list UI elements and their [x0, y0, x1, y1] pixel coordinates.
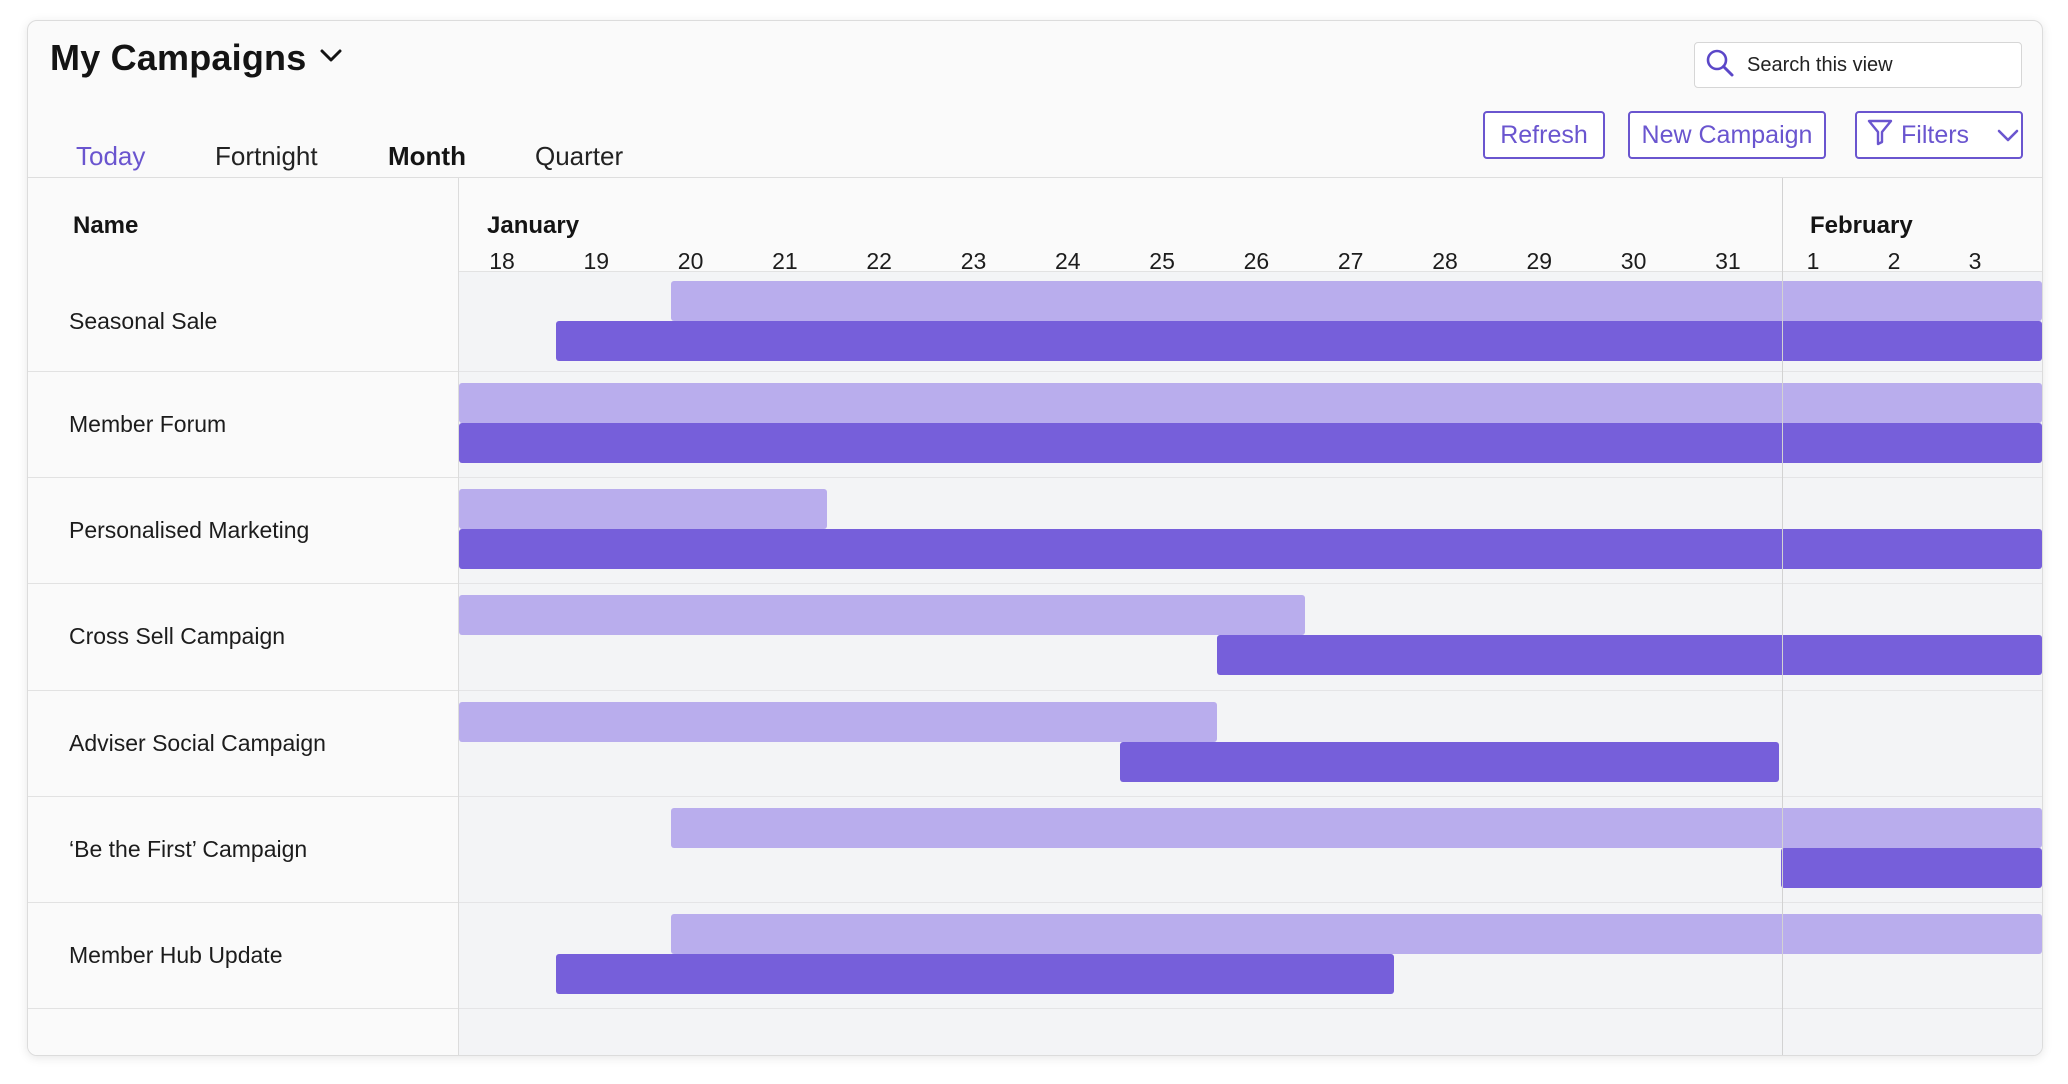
search-icon: [1705, 48, 1735, 83]
timeline-row: [459, 797, 2042, 903]
day-label: 28: [1432, 248, 1458, 274]
campaign-row-name[interactable]: Seasonal Sale: [28, 271, 458, 372]
timeline-row: [459, 584, 2042, 691]
day-label: 26: [1243, 248, 1270, 274]
timeline-row: [459, 691, 2042, 797]
day-label: 3: [1968, 248, 1982, 274]
campaign-row-name[interactable]: Member Forum: [28, 372, 458, 479]
planned-bar[interactable]: [671, 807, 2042, 848]
timeline-row: [459, 903, 2042, 1010]
refresh-button[interactable]: Refresh: [1483, 111, 1605, 159]
actual-bar[interactable]: [556, 321, 2042, 361]
day-label: 1: [1806, 248, 1820, 274]
day-label: 2: [1887, 248, 1901, 274]
month-boundary-line: [1782, 178, 1783, 1055]
tab-today[interactable]: Today: [76, 141, 146, 171]
campaign-row-name[interactable]: Cross Sell Campaign: [28, 584, 458, 691]
planned-bar[interactable]: [671, 914, 2042, 954]
actual-bar[interactable]: [1781, 847, 2042, 888]
day-label: 19: [583, 248, 610, 274]
tab-quarter[interactable]: Quarter: [535, 141, 624, 171]
day-label: 24: [1055, 248, 1081, 274]
chevron-down-icon: [320, 49, 342, 68]
page-title: My Campaigns: [50, 37, 307, 78]
campaign-row-name[interactable]: Adviser Social Campaign: [28, 691, 458, 797]
campaign-row-name[interactable]: Personalised Marketing: [28, 478, 458, 585]
view-selector[interactable]: My Campaigns: [50, 37, 342, 79]
timeline-row: [459, 478, 2042, 585]
search-input[interactable]: [1745, 52, 2009, 78]
tab-fortnight[interactable]: Fortnight: [215, 141, 318, 171]
chevron-down-icon: [1997, 121, 2019, 150]
day-label: 27: [1337, 248, 1364, 274]
day-label: 23: [960, 248, 987, 274]
filter-icon: [1867, 118, 1893, 153]
month-label: January: [487, 212, 580, 239]
day-label: 18: [489, 248, 515, 274]
timeline-header: January February 18 19 20 21 22 23 24 25 26 27 28 29 3…: [459, 178, 2042, 274]
actual-bar[interactable]: [1217, 635, 2042, 676]
campaigns-panel: My Campaigns Today Fortnight Month Quart…: [27, 20, 2043, 1056]
planned-bar[interactable]: [459, 383, 2042, 423]
search-box[interactable]: [1694, 42, 2022, 88]
filters-label: Filters: [1901, 120, 1970, 149]
planned-bar[interactable]: [459, 701, 1217, 742]
day-label: 25: [1149, 248, 1175, 274]
header-divider: [28, 177, 2042, 178]
day-label: 22: [866, 248, 892, 274]
actual-bar[interactable]: [1120, 741, 1779, 782]
name-column-header: Name: [73, 212, 139, 239]
month-label: February: [1810, 212, 1913, 239]
day-label: 31: [1715, 248, 1741, 274]
timeline-grid: January February 18 19 20 21 22 23 24 25 26 27 28 29 3…: [459, 178, 2042, 1055]
day-label: 29: [1526, 248, 1553, 274]
day-label: 20: [677, 248, 704, 274]
day-label: 30: [1620, 248, 1647, 274]
campaign-row-name[interactable]: ‘Be the First’ Campaign: [28, 797, 458, 903]
timeline-row: [459, 372, 2042, 479]
day-label: 21: [772, 248, 798, 274]
planned-bar[interactable]: [459, 595, 1305, 636]
campaign-row-name[interactable]: Member Hub Update: [28, 903, 458, 1010]
actual-bar[interactable]: [459, 423, 2042, 463]
filters-button[interactable]: Filters: [1855, 111, 2023, 159]
timeline-row: [459, 271, 2042, 372]
new-campaign-button[interactable]: New Campaign: [1628, 111, 1826, 159]
planned-bar[interactable]: [459, 489, 827, 530]
actual-bar[interactable]: [556, 954, 1394, 994]
actual-bar[interactable]: [459, 529, 2042, 570]
planned-bar[interactable]: [671, 281, 2042, 321]
tab-month[interactable]: Month: [388, 141, 466, 171]
campaign-name-column: Name Seasonal Sale Member Forum Personalis…: [28, 178, 459, 1055]
